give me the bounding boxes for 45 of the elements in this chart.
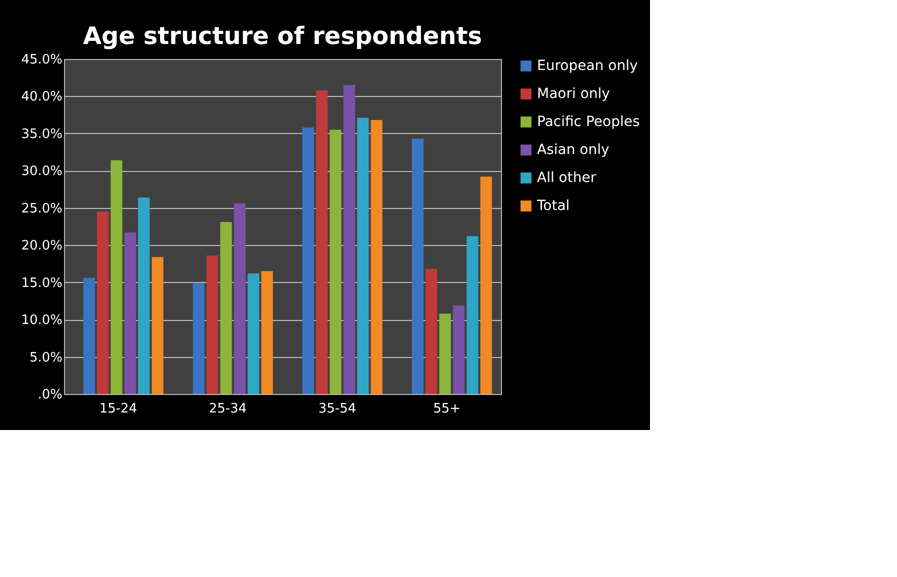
bar [412,138,424,394]
bar [152,257,164,394]
bar [96,212,109,394]
bar [439,314,451,394]
bar [248,273,260,394]
x-tick-label: 55+ [433,402,461,416]
bar [466,236,478,394]
y-tick-label: 35.0% [21,126,62,142]
bar [124,232,136,394]
x-tick-label: 25-34 [208,402,247,416]
y-tick-label: 15.0% [21,276,62,291]
y-tick-label: 10.0% [21,313,62,328]
legend-label: Pacific Peoples [537,114,640,130]
legend-label: Asian only [537,142,610,158]
y-tick-label: 30.0% [21,164,62,180]
x-tick-label: 35-54 [318,402,356,416]
y-tick-label: 20.0% [21,238,62,254]
bar [302,127,314,394]
y-tick-label: 45.0% [21,52,62,68]
bar [357,118,369,394]
y-tick-label: 5.0% [29,350,62,366]
bar [261,271,273,394]
bar [452,305,465,394]
chart-title: Age structure of respondents [82,22,482,50]
bar [192,283,204,394]
legend-label: All other [537,170,596,186]
legend-label: Total [536,198,570,214]
y-tick-label: 40.0% [21,90,62,105]
bar [220,222,232,394]
bar [343,85,356,394]
y-tick-label: .0% [38,388,62,402]
bar [138,197,150,394]
bar [426,268,438,394]
x-tick-label: 15-24 [99,402,138,416]
bar [330,130,342,394]
legend-label: European only [537,58,638,74]
bar [480,176,492,394]
bar [234,203,246,394]
bar [316,90,328,394]
legend-label: Maori only [537,86,610,102]
bar [110,160,122,394]
bar [370,120,382,394]
y-tick-label: 25.0% [21,201,62,216]
bar [206,256,218,394]
bar [83,278,95,394]
